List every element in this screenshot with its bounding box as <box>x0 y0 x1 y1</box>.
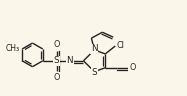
Text: O: O <box>129 63 136 72</box>
Text: O: O <box>53 40 60 49</box>
Text: Cl: Cl <box>116 41 124 50</box>
Text: N: N <box>66 56 73 65</box>
Text: CH₃: CH₃ <box>6 44 20 53</box>
Text: O: O <box>53 73 60 82</box>
Text: S: S <box>54 56 59 65</box>
Text: N: N <box>91 44 98 53</box>
Text: S: S <box>92 68 97 77</box>
